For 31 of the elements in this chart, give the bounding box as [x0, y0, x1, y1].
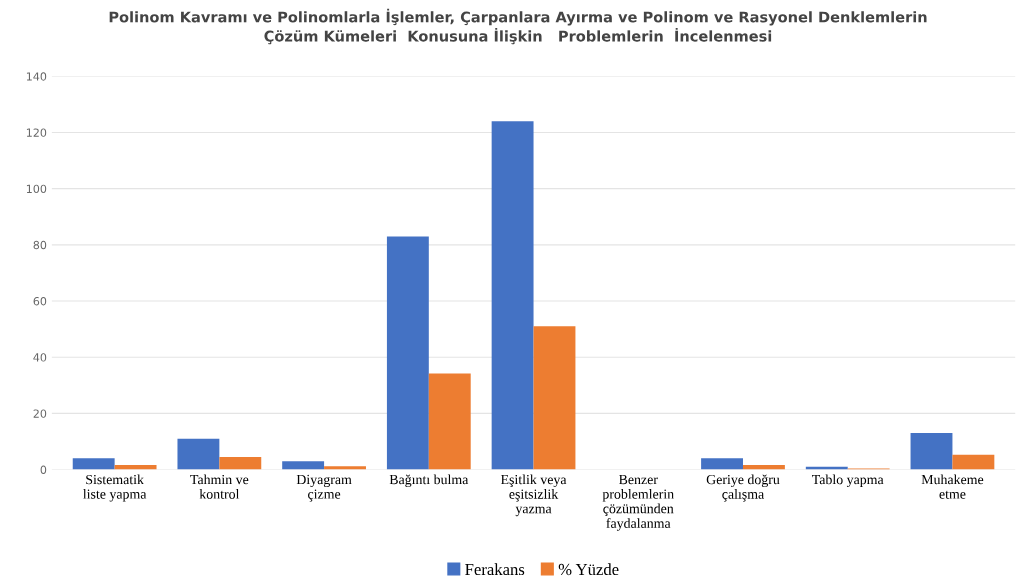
x-tick-label: Eşitlik veya eşitsizlik yazma — [500, 474, 567, 517]
bar — [910, 433, 953, 470]
x-tick-label: Muhakeme etme — [921, 474, 984, 499]
y-tick-label: 40 — [33, 353, 47, 362]
x-tick-label: Sistematik liste yapma — [83, 474, 147, 502]
bar — [701, 458, 743, 470]
x-tick-label: Diyagram çizme — [296, 474, 352, 502]
x-tick-label: Tahmin ve kontrol — [190, 474, 249, 499]
y-tick-label: 60 — [33, 297, 47, 306]
x-tick-label: Benzer problemlerin çözümünden faydalanma — [602, 475, 674, 531]
bar — [386, 236, 429, 470]
y-tick-label: 80 — [33, 240, 47, 250]
x-tick-label: Tablo yapma — [812, 474, 884, 488]
x-tick-label: Geriye doğru çalışma — [706, 474, 780, 502]
y-tick-label: 140 — [26, 72, 47, 81]
y-tick-label: 0 — [40, 465, 47, 474]
chart-title: Polinom Kavramı ve Polinomlarla İşlemler, Çarpanlara Ayırma ve Polinom ve Rasyonel Denklemlerin Çözüm Kümeleri Konusuna İlişkin Problemlerin İncelenmesi — [109, 8, 927, 45]
bar — [533, 326, 576, 470]
bar — [428, 373, 471, 470]
x-tick-label: Bağıntı bulma — [389, 474, 469, 488]
bar — [282, 461, 325, 470]
bar — [72, 458, 115, 470]
bar — [952, 454, 995, 470]
y-tick-label: 100 — [26, 184, 47, 194]
bar — [177, 438, 220, 470]
bar — [491, 121, 534, 470]
y-tick-label: 20 — [33, 409, 47, 418]
bar — [219, 456, 262, 470]
y-tick-label: 120 — [26, 128, 47, 137]
legend-label: Ferakans — [465, 563, 525, 576]
legend-label: % Yüzde — [558, 563, 619, 576]
